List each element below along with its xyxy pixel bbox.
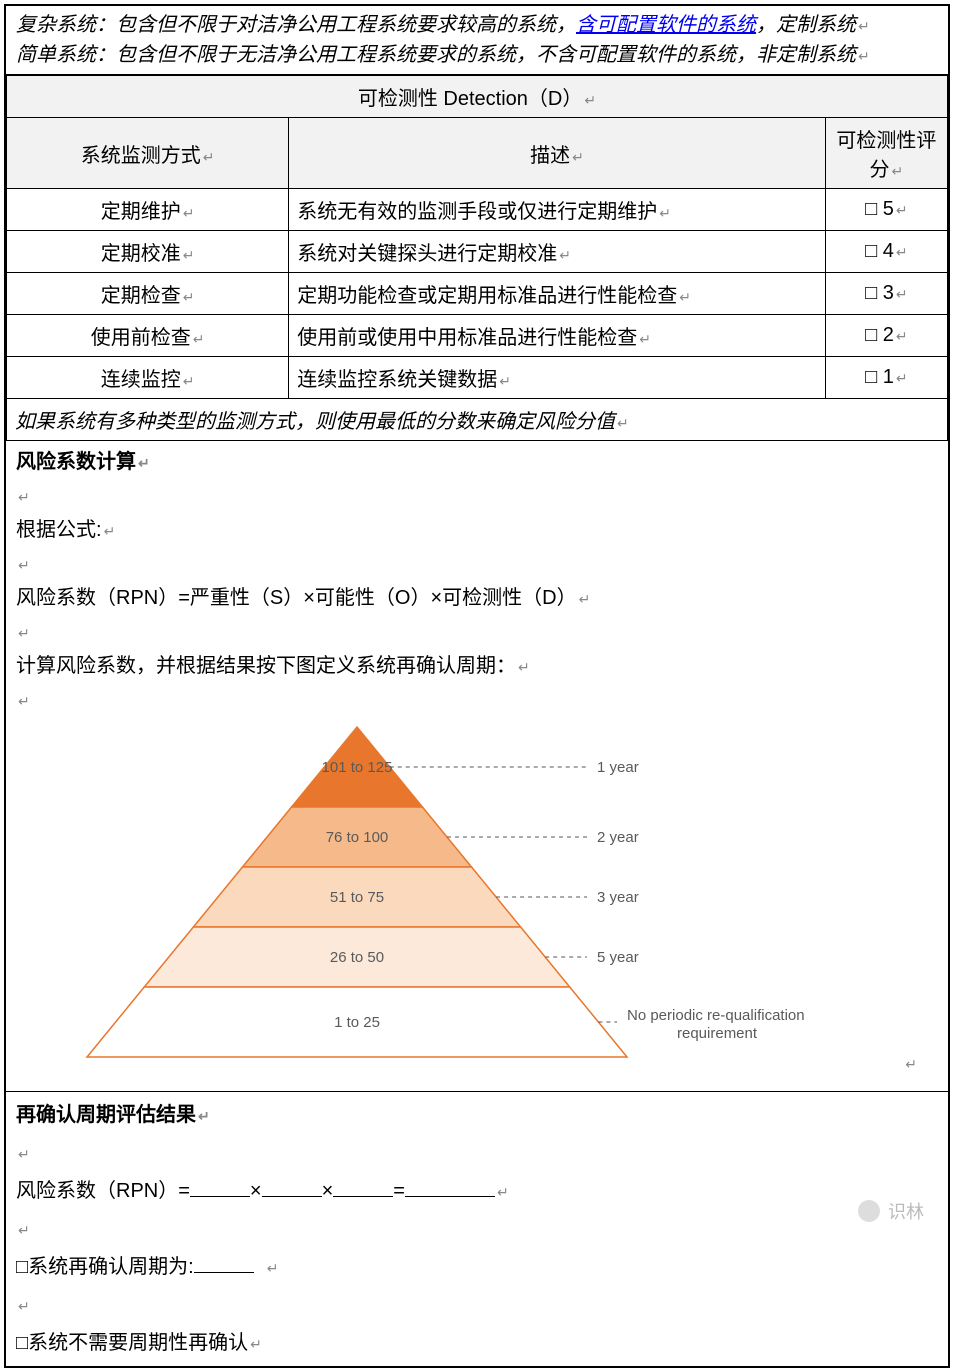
wechat-icon <box>858 1200 880 1222</box>
table-row: 连续监控↵ 连续监控系统关键数据↵ □ 1↵ <box>7 357 948 399</box>
svg-text:51 to 75: 51 to 75 <box>330 889 384 906</box>
document-frame: 复杂系统：包含但不限于对洁净公用工程系统要求较高的系统，含可配置软件的系统，定制… <box>4 4 950 1368</box>
option-no-period[interactable]: □系统不需要周期性再确认↵ <box>16 1324 938 1362</box>
table-row: 定期检查↵ 定期功能检查或定期用标准品进行性能检查↵ □ 3↵ <box>7 273 948 315</box>
svg-text:5 year: 5 year <box>597 949 639 966</box>
config-software-link[interactable]: 含可配置软件的系统 <box>576 14 756 36</box>
svg-text:No periodic re-qualification: No periodic re-qualification <box>627 1007 805 1024</box>
svg-text:3 year: 3 year <box>597 889 639 906</box>
svg-text:101 to 125: 101 to 125 <box>322 759 393 776</box>
pyramid-svg: 101 to 125 76 to 100 51 to 75 26 to 50 1 to … <box>27 717 927 1077</box>
col-desc: 描述↵ <box>289 118 825 189</box>
table-row: 使用前检查↵ 使用前或使用中用标准品进行性能检查↵ □ 2↵ <box>7 315 948 357</box>
score-checkbox[interactable]: □ 4↵ <box>825 231 947 273</box>
complex-system-note: 复杂系统：包含但不限于对洁净公用工程系统要求较高的系统，含可配置软件的系统，定制… <box>16 10 938 40</box>
svg-text:2 year: 2 year <box>597 829 639 846</box>
calc-instruction: 计算风险系数，并根据结果按下图定义系统再确认周期：↵ <box>16 649 938 683</box>
rpn-o-blank[interactable] <box>262 1176 322 1197</box>
simple-system-note: 简单系统：包含但不限于无洁净公用工程系统要求的系统，不含可配置软件的系统，非定制… <box>16 40 938 70</box>
col-method: 系统监测方式↵ <box>7 118 289 189</box>
risk-calc-section: 风险系数计算↵ ↵ 根据公式:↵ ↵ 风险系数（RPN）=严重性（S）×可能性（… <box>6 441 948 1092</box>
rpn-s-blank[interactable] <box>190 1176 250 1197</box>
rpn-formula: 风险系数（RPN）=严重性（S）×可能性（O）×可检测性（D）↵ <box>16 581 938 615</box>
table-row: 定期维护↵ 系统无有效的监测手段或仅进行定期维护↵ □ 5↵ <box>7 189 948 231</box>
option-period[interactable]: □系统再确认周期为: ↵ <box>16 1248 938 1286</box>
risk-calc-header: 风险系数计算↵ <box>16 445 938 479</box>
svg-text:26 to 50: 26 to 50 <box>330 949 384 966</box>
result-section: 再确认周期评估结果↵ ↵ 风险系数（RPN）=××=↵ ↵ □系统再确认周期为:… <box>6 1092 948 1366</box>
rpn-result-blank[interactable] <box>405 1176 495 1197</box>
result-header: 再确认周期评估结果↵ <box>16 1096 938 1134</box>
detection-table: 可检测性 Detection（D）↵ 系统监测方式↵ 描述↵ 可检测性评分↵ 定… <box>6 75 948 441</box>
detection-footnote: 如果系统有多种类型的监测方式，则使用最低的分数来确定风险分值↵ <box>7 399 948 441</box>
svg-text:76 to 100: 76 to 100 <box>326 829 389 846</box>
table-row: 定期校准↵ 系统对关键探头进行定期校准↵ □ 4↵ <box>7 231 948 273</box>
score-checkbox[interactable]: □ 5↵ <box>825 189 947 231</box>
svg-text:requirement: requirement <box>677 1025 758 1042</box>
pyramid-chart: 101 to 125 76 to 100 51 to 75 26 to 50 1 to … <box>27 717 927 1087</box>
rpn-fill-line: 风险系数（RPN）=××=↵ <box>16 1172 938 1210</box>
svg-text:1 year: 1 year <box>597 759 639 776</box>
score-checkbox[interactable]: □ 1↵ <box>825 357 947 399</box>
formula-intro: 根据公式:↵ <box>16 513 938 547</box>
score-checkbox[interactable]: □ 2↵ <box>825 315 947 357</box>
system-notes: 复杂系统：包含但不限于对洁净公用工程系统要求较高的系统，含可配置软件的系统，定制… <box>6 6 948 75</box>
period-blank[interactable] <box>194 1252 254 1273</box>
detection-title: 可检测性 Detection（D）↵ <box>7 76 948 118</box>
col-score: 可检测性评分↵ <box>825 118 947 189</box>
rpn-d-blank[interactable] <box>333 1176 393 1197</box>
svg-text:1 to 25: 1 to 25 <box>334 1014 380 1031</box>
watermark: 识林 <box>858 1198 924 1224</box>
score-checkbox[interactable]: □ 3↵ <box>825 273 947 315</box>
